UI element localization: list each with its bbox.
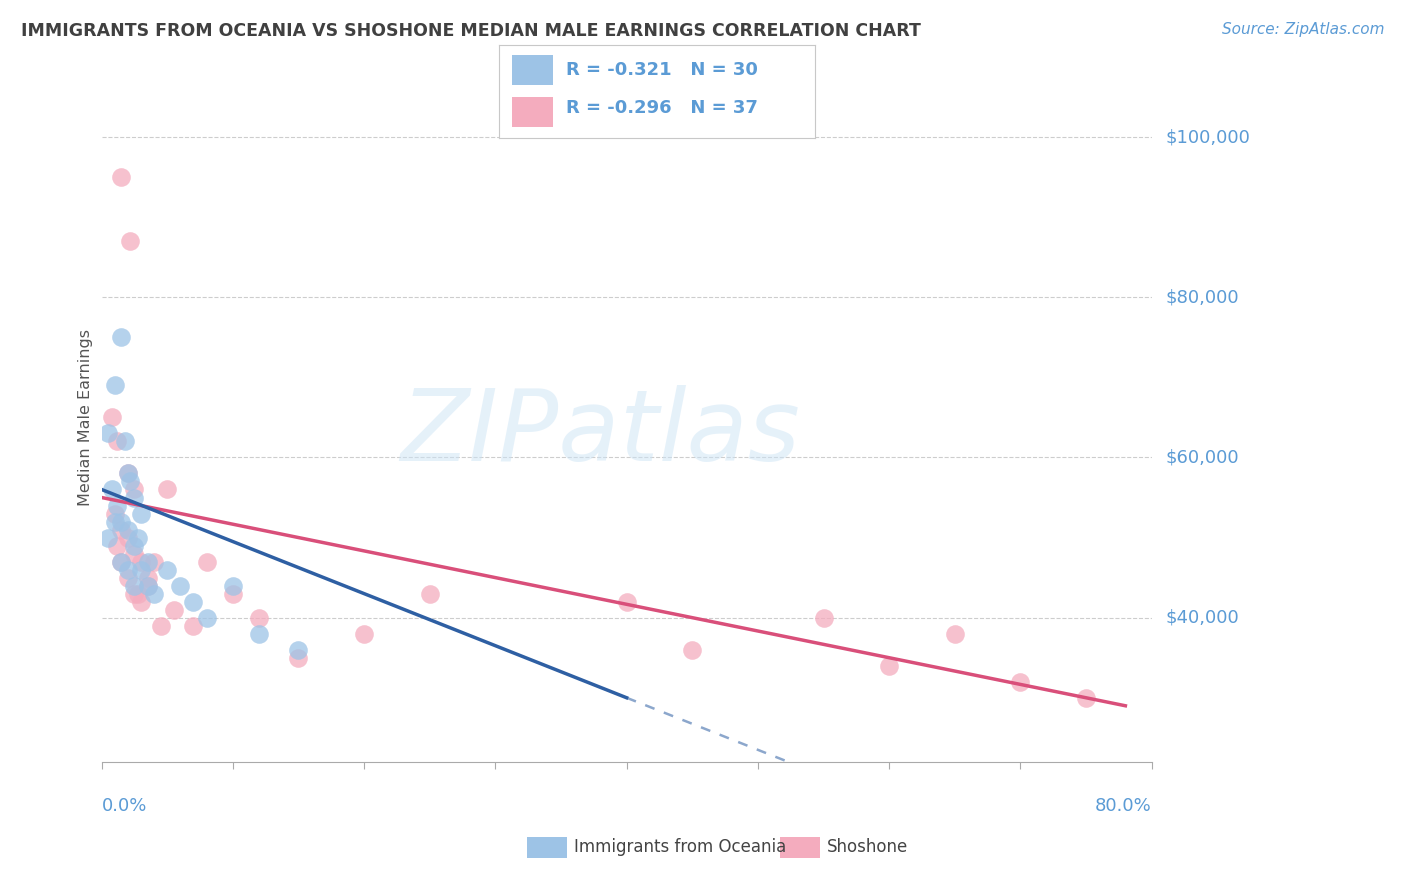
Point [247,610,270,624]
Point [114,434,136,449]
Text: $80,000: $80,000 [1166,288,1239,306]
Point [943,626,966,640]
Text: R = -0.321   N = 30: R = -0.321 N = 30 [565,61,758,78]
Point [195,610,218,624]
Text: IMMIGRANTS FROM OCEANIA VS SHOSHONE MEDIAN MALE EARNINGS CORRELATION CHART: IMMIGRANTS FROM OCEANIA VS SHOSHONE MEDI… [21,22,921,40]
Point [127,531,149,545]
Text: $40,000: $40,000 [1166,608,1239,627]
Point [136,555,159,569]
Point [616,594,638,608]
Point [124,491,146,505]
Point [124,547,146,561]
Point [120,475,142,489]
Point [287,650,309,665]
Point [120,234,142,248]
Point [105,499,128,513]
Point [110,330,132,344]
Point [104,507,127,521]
Point [110,523,132,537]
Text: 0.0%: 0.0% [101,797,148,814]
Point [117,571,139,585]
Point [143,587,166,601]
Point [169,579,191,593]
Text: R = -0.296   N = 37: R = -0.296 N = 37 [565,99,758,117]
Point [129,507,152,521]
Point [877,658,900,673]
Point [1010,674,1032,689]
Point [183,618,205,632]
Point [136,579,159,593]
Point [105,434,128,449]
Point [163,602,186,616]
Point [110,515,132,529]
Point [143,555,166,569]
Point [97,426,120,441]
Point [124,483,146,497]
Text: ZIPatlas: ZIPatlas [401,385,800,482]
Point [117,563,139,577]
Text: $60,000: $60,000 [1166,449,1239,467]
Point [222,587,245,601]
Point [117,531,139,545]
Y-axis label: Median Male Earnings: Median Male Earnings [79,329,93,506]
Point [117,467,139,481]
Point [222,579,245,593]
Point [813,610,835,624]
Point [101,410,124,425]
Bar [512,97,553,127]
Point [195,555,218,569]
Bar [512,55,553,85]
Point [129,563,152,577]
Point [97,531,120,545]
Point [419,587,441,601]
Point [127,587,149,601]
Point [124,579,146,593]
Point [104,515,127,529]
Point [129,555,152,569]
Text: Immigrants from Oceania: Immigrants from Oceania [574,838,786,856]
Point [124,587,146,601]
Text: Source: ZipAtlas.com: Source: ZipAtlas.com [1222,22,1385,37]
Point [117,523,139,537]
Text: Shoshone: Shoshone [827,838,908,856]
Point [110,170,132,185]
Point [247,626,270,640]
Point [149,618,172,632]
Point [136,571,159,585]
Point [105,539,128,553]
Point [136,579,159,593]
Point [156,483,179,497]
Point [129,594,152,608]
Text: 80.0%: 80.0% [1095,797,1152,814]
Point [287,642,309,657]
Point [110,555,132,569]
Point [1074,690,1097,705]
Point [104,378,127,392]
Point [183,594,205,608]
Point [110,555,132,569]
Text: $100,000: $100,000 [1166,128,1250,146]
Point [117,467,139,481]
Point [124,539,146,553]
Point [681,642,703,657]
Point [101,483,124,497]
Point [353,626,375,640]
Point [156,563,179,577]
